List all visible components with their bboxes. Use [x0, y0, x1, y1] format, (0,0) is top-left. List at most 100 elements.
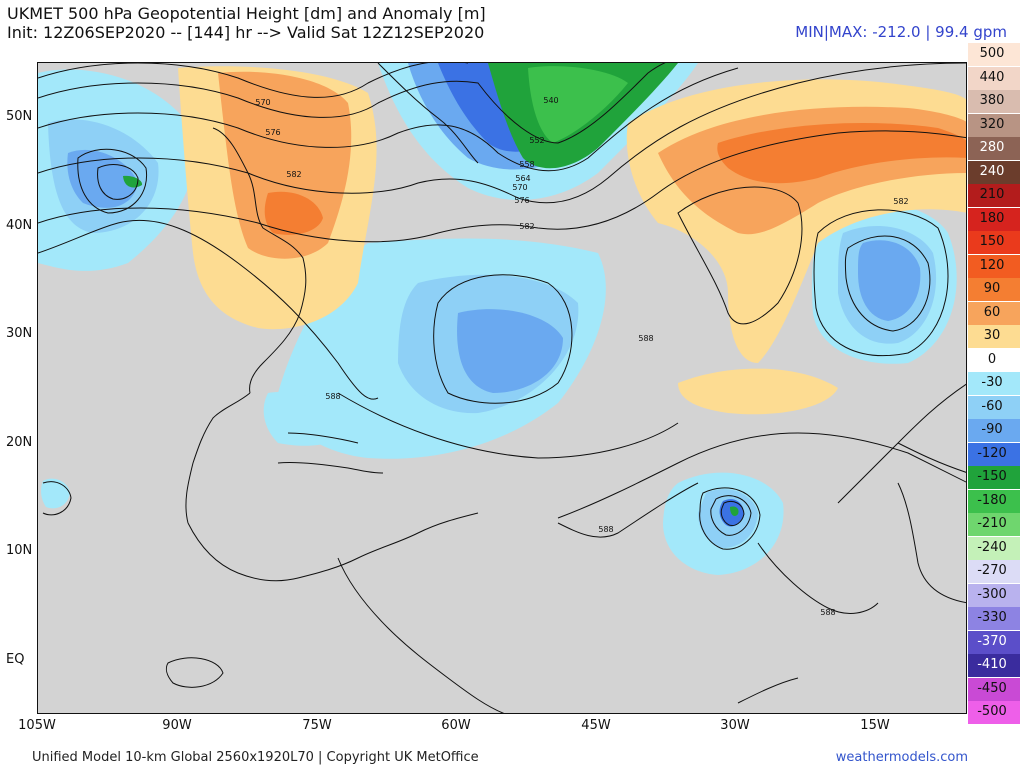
anomaly-neg-region: [730, 506, 739, 516]
legend-entry: -500: [968, 701, 1020, 724]
legend-entry: 380: [968, 90, 1020, 113]
contour-label: 576: [514, 196, 529, 205]
site-link[interactable]: weathermodels.com: [835, 750, 968, 765]
legend-swatch: [968, 395, 1020, 419]
legend-swatch: [968, 513, 1020, 536]
coastline: [287, 432, 359, 444]
height-contour: [557, 482, 699, 538]
legend-value: -90: [981, 422, 1003, 437]
lon-label: 90W: [162, 718, 192, 733]
height-contour: [38, 63, 468, 98]
contour-label: 588: [820, 608, 835, 617]
legend-swatch: [968, 66, 1020, 90]
height-contour: [757, 542, 879, 614]
legend-value: 30: [983, 328, 1001, 343]
legend-value: 380: [979, 93, 1005, 108]
legend-value: -370: [977, 633, 1007, 649]
legend-entry: 210: [968, 184, 1020, 207]
legend-value: 120: [979, 257, 1005, 273]
anomaly-pos-region: [678, 368, 838, 415]
legend-entry: 500: [968, 43, 1020, 66]
lon-label: 60W: [441, 718, 471, 733]
contour-label: 576: [265, 128, 280, 137]
anomaly-pos-region: [717, 123, 966, 184]
legend-swatch: [968, 442, 1020, 466]
legend-entry: -270: [968, 560, 1020, 583]
init-valid-time: Init: 12Z06SEP2020 -- [144] hr --> Valid…: [7, 23, 485, 42]
coastline: [737, 677, 799, 704]
legend-value: -210: [977, 516, 1007, 531]
legend-value: -120: [977, 445, 1007, 461]
legend-entry: -30: [968, 372, 1020, 395]
legend-swatch: [968, 419, 1020, 442]
coastline: [212, 127, 307, 394]
height-contour: [720, 500, 745, 526]
legend-entry: -240: [968, 536, 1020, 560]
legend-swatch: [968, 90, 1020, 113]
contour-label: 540: [543, 96, 558, 105]
legend-entry: 440: [968, 66, 1020, 90]
legend-value: -240: [977, 539, 1007, 555]
legend-swatch: [968, 325, 1020, 348]
legend-swatch: [968, 466, 1020, 489]
legend-swatch: [968, 607, 1020, 630]
lat-label: 20N: [6, 435, 33, 450]
contour-label: 582: [519, 222, 534, 231]
legend-swatch: [968, 278, 1020, 301]
legend-value: -300: [977, 586, 1007, 602]
legend-value: -30: [981, 375, 1003, 390]
contour-label: 588: [638, 334, 653, 343]
contour-label: 558: [519, 160, 534, 169]
coastline: [187, 512, 479, 582]
lat-label: 10N: [6, 543, 33, 558]
legend-swatch: [968, 160, 1020, 184]
height-contour: [844, 235, 931, 332]
legend-swatch: [968, 560, 1020, 583]
legend-entry: 0: [968, 348, 1020, 372]
legend-entry: 180: [968, 207, 1020, 231]
coastline: [277, 461, 384, 474]
legend-entry: -180: [968, 489, 1020, 513]
legend-value: 60: [983, 304, 1001, 320]
legend-entry: 280: [968, 137, 1020, 160]
anomaly-neg-region: [457, 309, 563, 393]
lat-label: 30N: [6, 326, 33, 341]
legend-value: 320: [979, 116, 1005, 132]
height-contour: [813, 209, 949, 357]
model-credit: Unified Model 10-km Global 2560x1920L70 …: [32, 750, 479, 765]
legend-swatch: [968, 184, 1020, 207]
height-contour: [165, 657, 224, 688]
legend-swatch: [968, 583, 1020, 607]
legend-value: -450: [977, 680, 1007, 696]
legend-swatch: [968, 43, 1020, 66]
legend-entry: -450: [968, 677, 1020, 701]
anomaly-neg-region: [528, 66, 628, 143]
legend-swatch: [968, 137, 1020, 160]
legend-swatch: [968, 630, 1020, 654]
anomaly-map: 540 546 552 558 564 570 576 582 588 576 …: [38, 63, 966, 713]
contour-label: 552: [529, 136, 544, 145]
height-contour: [677, 186, 803, 325]
legend-swatch: [968, 677, 1020, 701]
legend-value: -60: [981, 398, 1003, 414]
legend-value: 240: [979, 163, 1005, 179]
legend-value: -180: [977, 492, 1007, 508]
legend-swatch: [968, 372, 1020, 395]
height-contour: [38, 63, 966, 204]
height-contour: [77, 148, 148, 214]
map-panel[interactable]: 540 546 552 558 564 570 576 582 588 576 …: [37, 62, 967, 714]
coastline: [185, 392, 251, 524]
height-contour: [38, 219, 379, 400]
height-contour: [557, 432, 966, 519]
height-contour: [42, 481, 72, 516]
legend-entry: -300: [968, 583, 1020, 607]
legend-swatch: [968, 348, 1020, 372]
height-contour: [38, 63, 666, 144]
min-max-readout: MIN|MAX: -212.0 | 99.4 gpm: [795, 23, 1007, 41]
lon-label: 105W: [18, 718, 56, 733]
legend-value: -330: [977, 610, 1007, 625]
lat-label: 40N: [6, 218, 33, 233]
coastline: [377, 63, 479, 164]
anomaly-pos-region: [264, 191, 323, 235]
lon-label: 30W: [720, 718, 750, 733]
